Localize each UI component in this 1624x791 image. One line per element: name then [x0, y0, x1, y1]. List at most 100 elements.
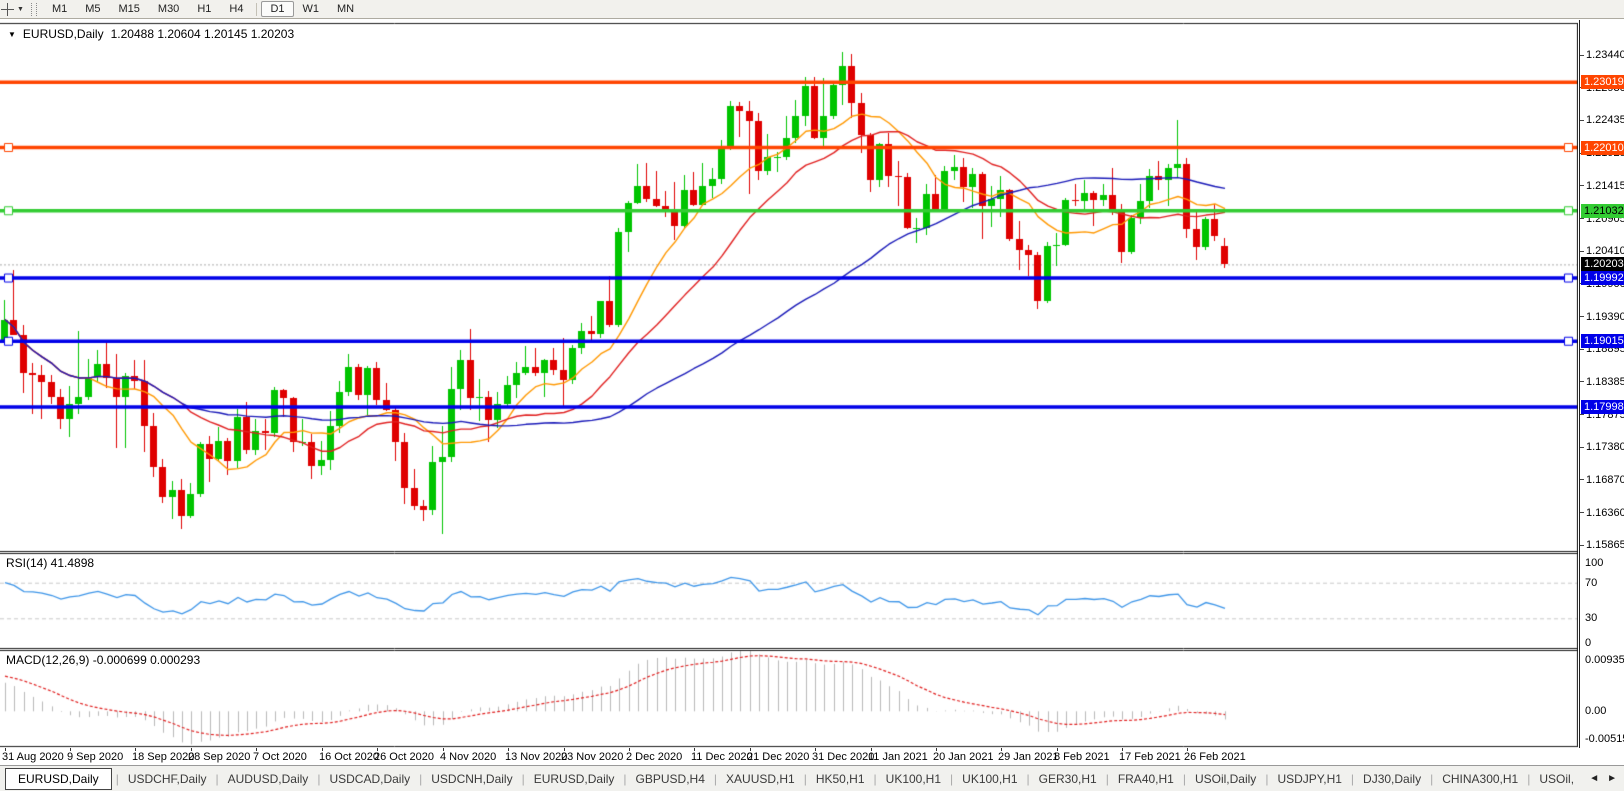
timeframe-button-mn[interactable]: MN — [337, 3, 355, 15]
timeframe-button-m1[interactable]: M1 — [51, 3, 68, 15]
tab-divider: | — [1350, 771, 1355, 786]
price-tick-label: 1.16360 — [1580, 507, 1624, 519]
date-tick-label: 11 Dec 2020 — [691, 751, 753, 763]
date-tick-mark — [508, 748, 509, 751]
date-tick-mark — [1057, 748, 1058, 751]
date-tick-mark — [629, 748, 630, 751]
date-tick-mark — [750, 748, 751, 751]
chart-canvas[interactable] — [0, 20, 1578, 748]
tick-mark — [1580, 316, 1584, 318]
date-tick-mark — [5, 748, 6, 751]
date-tick-mark — [377, 748, 378, 751]
tab-eurusd-daily[interactable]: EURUSD,Daily — [5, 767, 112, 790]
date-tick-label: 23 Nov 2020 — [561, 751, 624, 763]
tick-mark — [1580, 446, 1584, 448]
timeframe-button-w1[interactable]: W1 — [302, 3, 320, 15]
tab-xauusd-h1[interactable]: XAUUSD,H1 — [726, 771, 795, 786]
macd-scale-label: 0.009354 — [1585, 654, 1624, 666]
tick-mark — [1580, 250, 1584, 252]
macd-scale-label: 0.00 — [1585, 705, 1607, 718]
crosshair-tool-icon[interactable] — [1, 2, 14, 16]
date-tick-label: 31 Aug 2020 — [2, 751, 64, 763]
tab-usoil[interactable]: USOil, — [1539, 771, 1575, 786]
timeframe-button-m5[interactable]: M5 — [85, 3, 101, 15]
tick-mark — [1580, 381, 1584, 383]
timeframe-button-m15[interactable]: M15 — [118, 3, 140, 15]
macd-indicator-label: MACD(12,26,9) -0.000699 0.000293 — [6, 653, 201, 667]
dropdown-arrow-icon[interactable]: ▼ — [17, 5, 24, 13]
timeframe-button-h4[interactable]: H4 — [229, 3, 244, 15]
date-tick-label: 20 Jan 2021 — [933, 751, 994, 763]
tab-divider: | — [623, 771, 627, 786]
tick-mark — [1580, 544, 1584, 546]
price-axis[interactable]: 1.234401.229301.224351.219251.214151.209… — [1579, 20, 1624, 748]
date-tick-mark — [1122, 748, 1123, 751]
date-tick-mark — [1001, 748, 1002, 751]
date-tick-label: 8 Feb 2021 — [1054, 751, 1110, 763]
timeframe-button-h1[interactable]: H1 — [197, 3, 212, 15]
date-tick-label: 26 Feb 2021 — [1184, 751, 1246, 763]
date-tick-label: 2 Dec 2020 — [626, 751, 683, 763]
date-tick-label: 16 Oct 2020 — [319, 751, 379, 763]
price-tick-label: 1.22435 — [1580, 114, 1624, 126]
tab-divider: | — [803, 771, 807, 786]
date-tick-mark — [815, 748, 816, 751]
tab-usoil-daily[interactable]: USOil,Daily — [1194, 771, 1257, 786]
tab-usdchf-daily[interactable]: USDCHF,Daily — [127, 771, 207, 786]
tab-divider: | — [1182, 771, 1186, 786]
date-axis[interactable]: 31 Aug 2020 9 Sep 2020 18 Sep 2020 28 Sep 2… — [0, 748, 1579, 765]
tab-usdcnh-daily[interactable]: USDCNH,Daily — [431, 771, 513, 786]
price-tick-label: 1.23440 — [1580, 49, 1624, 61]
rsi-scale-label: 70 — [1585, 576, 1598, 589]
toolbar-grip[interactable] — [30, 2, 37, 16]
date-tick-label: 31 Dec 2020 — [812, 751, 875, 763]
price-level-badge-1-22010: 1.22010 — [1581, 140, 1624, 155]
tab-uk100-h1[interactable]: UK100,H1 — [885, 771, 942, 786]
tab-dj30-daily[interactable]: DJ30,Daily — [1363, 771, 1422, 786]
tab-ger30-h1[interactable]: GER30,H1 — [1038, 771, 1097, 786]
price-level-badge-1-23019: 1.23019 — [1581, 75, 1624, 90]
tab-eurusd-daily[interactable]: EURUSD,Daily — [533, 771, 615, 786]
tick-mark — [1580, 479, 1584, 481]
price-tick-label: 1.16870 — [1580, 474, 1624, 486]
tab-scroll-right-button[interactable]: ► — [1607, 772, 1617, 784]
tab-fra40-h1[interactable]: FRA40,H1 — [1117, 771, 1174, 786]
price-tick-label: 1.19390 — [1580, 311, 1624, 323]
date-tick-mark — [443, 748, 444, 751]
chart-ohlc-values: 1.20488 1.20604 1.20145 1.20203 — [110, 27, 295, 41]
tick-mark — [1580, 54, 1584, 56]
date-tick-label: 7 Oct 2020 — [253, 751, 307, 763]
tab-usdjpy-h1[interactable]: USDJPY,H1 — [1277, 771, 1342, 786]
rsi-indicator-label: RSI(14) 41.4898 — [6, 556, 95, 570]
price-level-badge-1-19015: 1.19015 — [1581, 334, 1624, 349]
price-level-badge-1-17998: 1.17998 — [1581, 400, 1624, 415]
tab-usdcad-daily[interactable]: USDCAD,Daily — [329, 771, 411, 786]
macd-scale-label: -0.005156 — [1585, 733, 1624, 745]
timeframe-button-m30[interactable]: M30 — [157, 3, 180, 15]
tick-mark — [1580, 348, 1584, 350]
chart-symbol-period: EURUSD,Daily — [22, 27, 104, 41]
tab-scroll-left-button[interactable]: ◄ — [1589, 772, 1600, 784]
tab-gbpusd-h4[interactable]: GBPUSD,H4 — [635, 771, 705, 786]
chart-menu-icon[interactable]: ▼ — [8, 29, 16, 39]
tab-divider: | — [419, 771, 423, 786]
tab-hk50-h1[interactable]: HK50,H1 — [815, 771, 865, 786]
date-tick-label: 21 Dec 2020 — [747, 751, 810, 763]
price-tick-label: 1.18385 — [1580, 376, 1624, 388]
tab-divider: | — [713, 771, 718, 786]
tick-mark — [1580, 512, 1584, 514]
tab-divider: | — [950, 771, 954, 786]
date-tick-mark — [871, 748, 872, 751]
date-tick-label: 11 Jan 2021 — [868, 751, 928, 763]
date-tick-label: 17 Feb 2021 — [1119, 751, 1181, 763]
price-level-badge-1-19992: 1.19992 — [1581, 271, 1624, 286]
tab-china300-h1[interactable]: CHINA300,H1 — [1442, 771, 1519, 786]
price-tick-label: 1.15865 — [1580, 539, 1624, 551]
date-tick-label: 4 Nov 2020 — [440, 751, 497, 763]
timeframe-button-d1[interactable]: D1 — [261, 1, 294, 17]
tab-divider: | — [317, 771, 321, 786]
rsi-scale-label: 0 — [1585, 637, 1592, 649]
tab-audusd-daily[interactable]: AUDUSD,Daily — [227, 771, 309, 786]
tab-uk100-h1[interactable]: UK100,H1 — [962, 771, 1018, 786]
